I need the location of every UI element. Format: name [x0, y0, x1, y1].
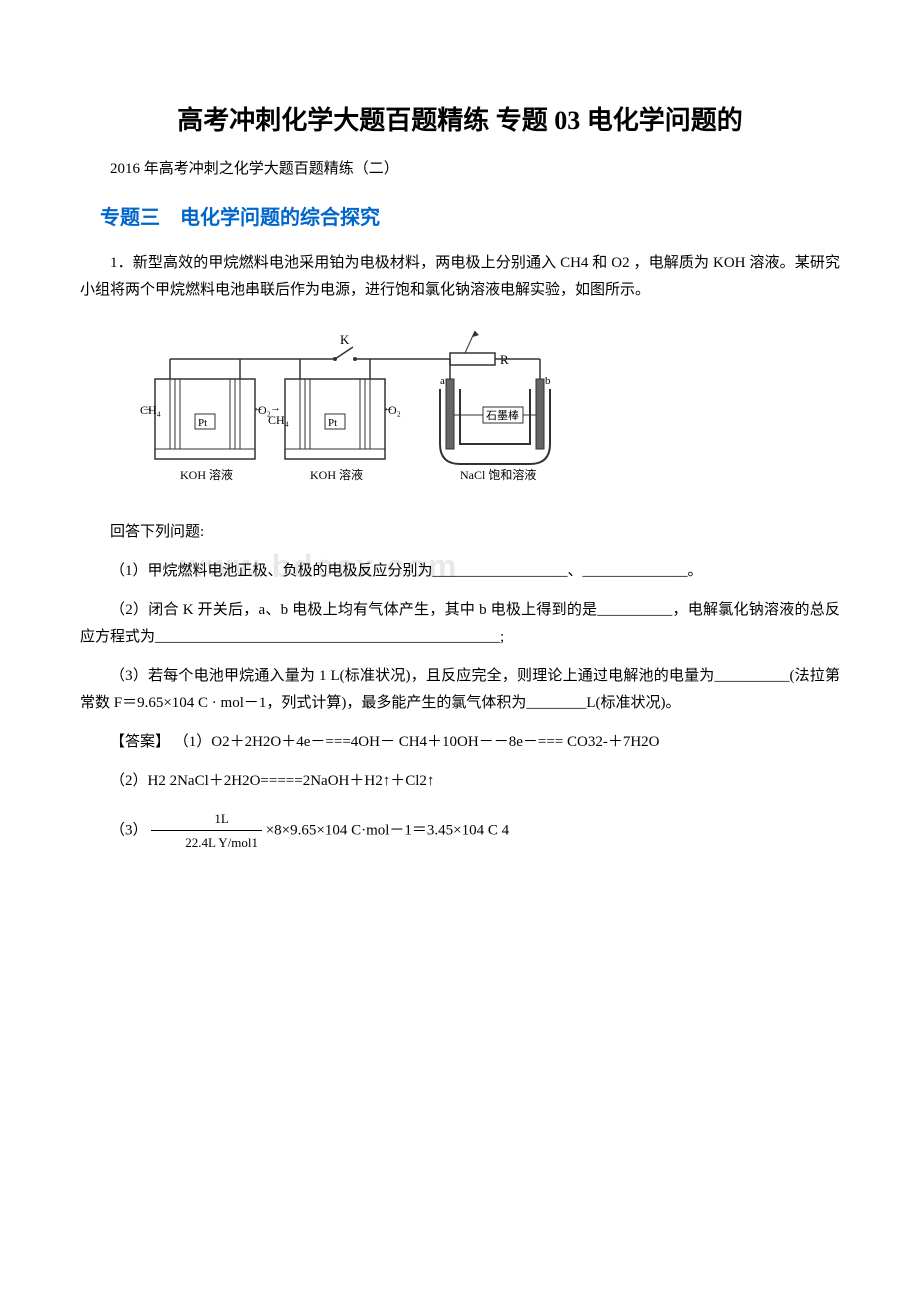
electrode-a-label: a: [440, 375, 445, 387]
fraction: 1L 22.4L Y/mol1: [151, 807, 262, 855]
ch4-label-2: CH₄: [268, 413, 289, 427]
nacl-label: NaCl 饱和溶液: [460, 467, 536, 482]
svg-text:→: →: [270, 402, 281, 414]
answer1-text: （1）O2＋2H2O＋4e－===4OH－ CH4＋10OH－－8e－=== C…: [174, 734, 660, 750]
answer-1: 【答案】 （1）O2＋2H2O＋4e－===4OH－ CH4＋10OH－－8e－…: [80, 729, 840, 756]
q1-sub2: （2）闭合 K 开关后，a、b 电极上均有气体产生，其中 b 电极上得到的是__…: [80, 597, 840, 651]
koh-label-2: KOH 溶液: [310, 467, 363, 482]
switch-label: K: [340, 332, 350, 347]
subtitle: 2016 年高考冲刺之化学大题百题精练（二）: [80, 157, 840, 181]
q1-sub1: （1）甲烷燃料电池正极、负极的电极反应分别为__________________…: [80, 558, 840, 585]
answer-3: （3） 1L 22.4L Y/mol1 ×8×9.65×104 C·mol－1＝…: [80, 807, 840, 855]
answer-label: 【答案】: [110, 734, 170, 750]
q1-sub3: （3）若每个电池甲烷通入量为 1 L(标准状况)，且反应完全，则理论上通过电解池…: [80, 663, 840, 717]
electrode-b-label: b: [545, 375, 551, 387]
fraction-numerator: 1L: [151, 807, 262, 831]
answer3-prefix: （3）: [110, 822, 148, 838]
graphite-label: 石墨棒: [486, 408, 519, 422]
fraction-denominator: 22.4L Y/mol1: [151, 831, 262, 854]
o2-label-2: O₂: [388, 403, 401, 417]
pt-label-1: Pt: [198, 417, 207, 429]
pt-label-2: Pt: [328, 417, 337, 429]
circuit-diagram: K R CH₄ → ← O₂ Pt KOH 溶液 CH₄: [140, 319, 840, 504]
svg-text:→: →: [142, 402, 153, 414]
answer-2: （2）H2 2NaCl＋2H2O=====2NaOH＋H2↑＋Cl2↑: [80, 768, 840, 795]
koh-label-1: KOH 溶液: [180, 467, 233, 482]
page-title: 高考冲刺化学大题百题精练 专题 03 电化学问题的: [80, 100, 840, 137]
answer3-suffix: ×8×9.65×104 C·mol－1＝3.45×104 C 4: [266, 822, 509, 838]
section-header: 专题三 电化学问题的综合探究: [80, 201, 840, 230]
q1-prompt: 回答下列问题:: [80, 519, 840, 546]
q1-intro: 1．新型高效的甲烷燃料电池采用铂为电极材料，两电极上分别通入 CH4 和 O2 …: [80, 250, 840, 304]
